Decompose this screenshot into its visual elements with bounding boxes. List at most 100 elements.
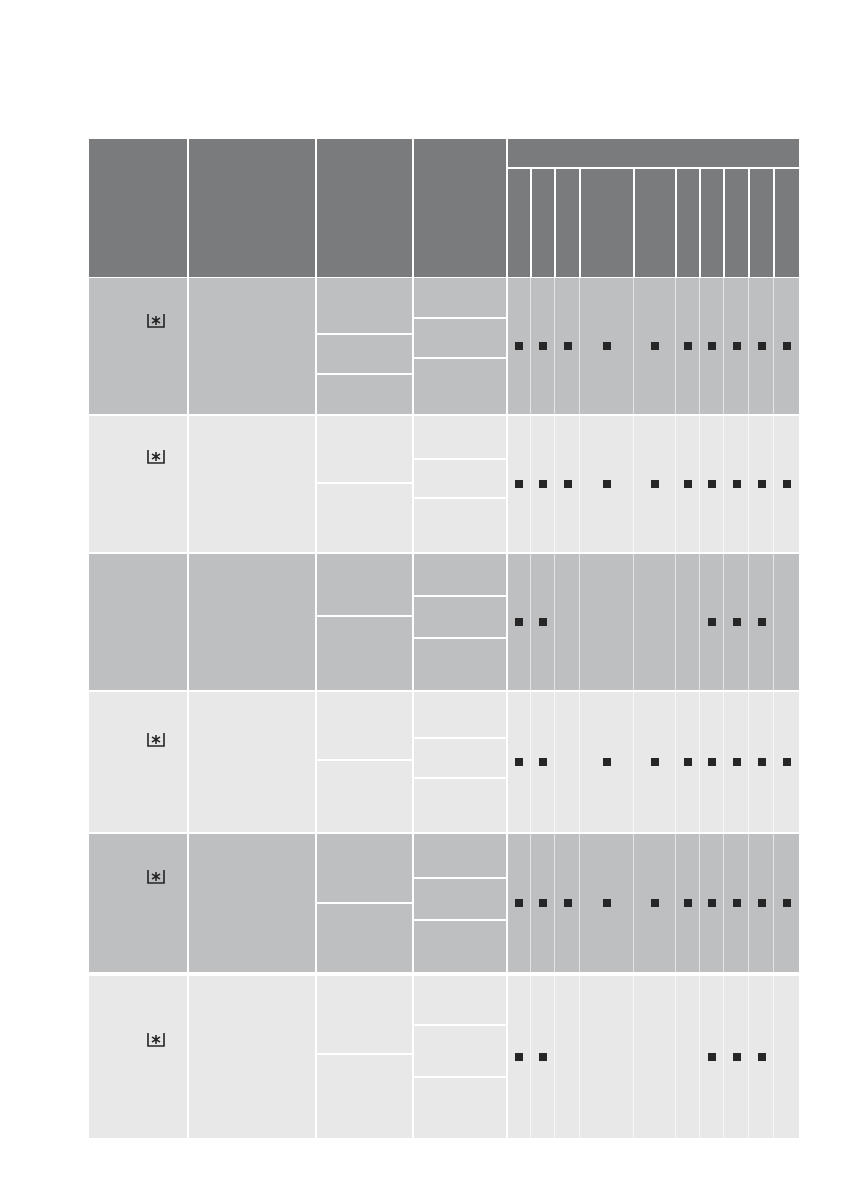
cell-divider bbox=[748, 976, 749, 1138]
marker bbox=[563, 899, 572, 907]
marker bbox=[757, 480, 766, 488]
cell-divider bbox=[699, 278, 700, 414]
freezer-star-icon bbox=[146, 313, 166, 329]
marker bbox=[708, 342, 716, 350]
table-row bbox=[89, 278, 799, 414]
cell-divider bbox=[315, 834, 317, 972]
header-divider bbox=[633, 168, 635, 277]
cell-divider bbox=[675, 416, 676, 552]
marker bbox=[708, 618, 716, 626]
cell-divider bbox=[579, 976, 580, 1138]
marker bbox=[684, 342, 692, 350]
cell-divider bbox=[633, 416, 634, 552]
marker bbox=[603, 342, 611, 350]
cell-divider bbox=[414, 1076, 506, 1078]
cell-divider bbox=[773, 416, 774, 552]
cell-divider bbox=[530, 554, 531, 690]
cell-divider bbox=[633, 976, 634, 1138]
table-row bbox=[89, 976, 799, 1138]
cell-divider bbox=[414, 877, 506, 879]
cell-divider bbox=[723, 416, 724, 552]
cell-divider bbox=[579, 554, 580, 690]
freezer-star-icon bbox=[146, 732, 166, 748]
cell-divider bbox=[723, 692, 724, 832]
cell-divider bbox=[773, 692, 774, 832]
cell-divider bbox=[414, 497, 506, 499]
cell-divider bbox=[187, 554, 189, 690]
header-divider bbox=[773, 168, 775, 277]
marker bbox=[603, 480, 611, 488]
cell-divider bbox=[414, 1024, 506, 1026]
cell-divider bbox=[773, 554, 774, 690]
marker bbox=[651, 342, 659, 350]
marker bbox=[539, 1053, 547, 1061]
cell-divider bbox=[317, 759, 412, 761]
cell-divider bbox=[315, 554, 317, 690]
header-divider bbox=[315, 139, 317, 277]
cell-divider bbox=[187, 278, 189, 414]
cell-divider bbox=[699, 976, 700, 1138]
cell-divider bbox=[414, 458, 506, 460]
marker bbox=[515, 758, 523, 766]
marker bbox=[732, 758, 741, 766]
cell-divider bbox=[748, 834, 749, 972]
marker bbox=[515, 342, 523, 350]
marker bbox=[603, 899, 611, 907]
cell-divider bbox=[506, 554, 508, 690]
cell-divider bbox=[675, 554, 676, 690]
marker bbox=[539, 758, 547, 766]
cell-divider bbox=[554, 278, 555, 414]
cell-divider bbox=[675, 976, 676, 1138]
marker bbox=[782, 899, 791, 907]
cell-divider bbox=[506, 692, 508, 832]
table-row bbox=[89, 416, 799, 552]
marker bbox=[563, 342, 572, 350]
cell-divider bbox=[506, 976, 508, 1138]
cell-divider bbox=[773, 834, 774, 972]
header-divider bbox=[187, 139, 189, 277]
header-divider bbox=[579, 168, 581, 277]
cell-divider bbox=[412, 976, 414, 1138]
cell-divider bbox=[315, 692, 317, 832]
cell-divider bbox=[554, 976, 555, 1138]
header-divider bbox=[507, 167, 799, 169]
cell-divider bbox=[633, 554, 634, 690]
cell-divider bbox=[723, 834, 724, 972]
cell-divider bbox=[315, 416, 317, 552]
header-divider bbox=[723, 168, 725, 277]
cell-divider bbox=[317, 1053, 412, 1055]
cell-divider bbox=[633, 278, 634, 414]
marker bbox=[515, 899, 523, 907]
cell-divider bbox=[414, 317, 506, 319]
header-divider bbox=[554, 168, 556, 277]
cell-divider bbox=[579, 834, 580, 972]
table-row bbox=[89, 692, 799, 832]
marker bbox=[782, 758, 791, 766]
cell-divider bbox=[317, 615, 412, 617]
cell-divider bbox=[748, 692, 749, 832]
header-divider bbox=[412, 139, 414, 277]
cell-divider bbox=[773, 278, 774, 414]
marker bbox=[708, 1053, 716, 1061]
cell-divider bbox=[530, 278, 531, 414]
cell-divider bbox=[414, 777, 506, 779]
marker bbox=[732, 618, 741, 626]
cell-divider bbox=[723, 976, 724, 1138]
cell-divider bbox=[412, 416, 414, 552]
marker bbox=[757, 342, 766, 350]
marker bbox=[651, 899, 659, 907]
marker bbox=[757, 1053, 766, 1061]
marker bbox=[515, 618, 523, 626]
cell-divider bbox=[414, 637, 506, 639]
cell-divider bbox=[699, 692, 700, 832]
cell-divider bbox=[723, 554, 724, 690]
cell-divider bbox=[530, 416, 531, 552]
cell-divider bbox=[315, 278, 317, 414]
cell-divider bbox=[317, 902, 412, 904]
cell-divider bbox=[748, 416, 749, 552]
cell-divider bbox=[554, 554, 555, 690]
cell-divider bbox=[317, 373, 412, 375]
cell-divider bbox=[187, 834, 189, 972]
table-header bbox=[89, 139, 799, 277]
cell-divider bbox=[554, 692, 555, 832]
